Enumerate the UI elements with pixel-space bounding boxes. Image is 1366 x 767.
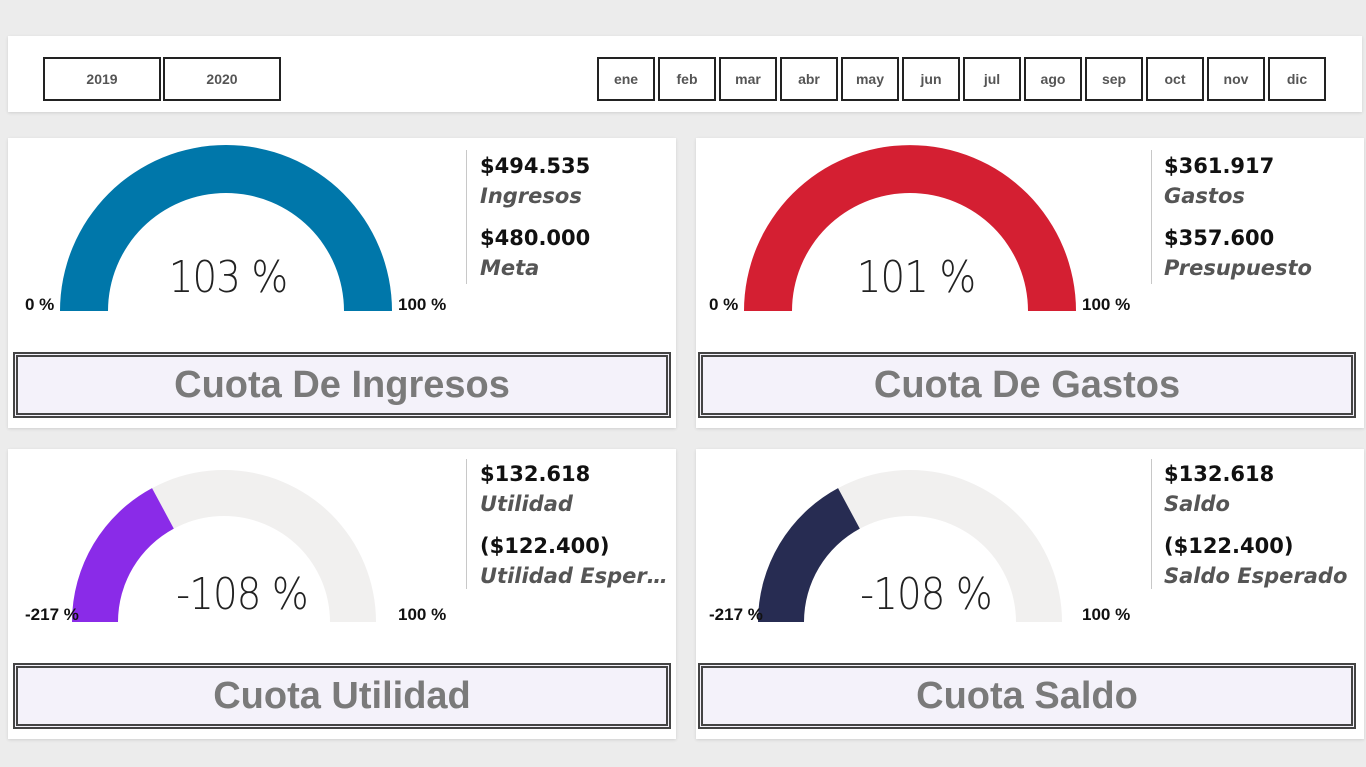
kpi-value-actual: $361.917 (1164, 154, 1275, 178)
kpi-block: $132.618 Utilidad ($122.400) Utilidad Es… (480, 459, 680, 591)
month-button-oct[interactable]: oct (1146, 57, 1204, 101)
month-button-sep[interactable]: sep (1085, 57, 1143, 101)
kpi-divider (1151, 459, 1152, 589)
year-button-2019[interactable]: 2019 (43, 57, 161, 101)
gauge-min-label: 0 % (25, 295, 55, 314)
gauge-max-label: 100 % (398, 295, 447, 314)
card-cuota-ingresos: 103 % 0 % 100 % $494.535 Ingresos $480.0… (8, 138, 676, 428)
year-button-2020[interactable]: 2020 (163, 57, 281, 101)
card-title-button[interactable]: Cuota De Ingresos (13, 352, 671, 418)
kpi-block: $361.917 Gastos $357.600 Presupuesto (1164, 151, 1364, 283)
gauge-max-label: 100 % (1082, 295, 1131, 314)
kpi-value-target: ($122.400) (1164, 534, 1294, 558)
gauge-fill (72, 488, 174, 622)
month-button-may[interactable]: may (841, 57, 899, 101)
kpi-label-actual: Ingresos (480, 184, 582, 208)
kpi-value-actual: $494.535 (480, 154, 591, 178)
gauge-max-label: 100 % (398, 605, 447, 624)
gauge-percent: 103 % (168, 252, 288, 303)
kpi-label-actual: Utilidad (480, 492, 573, 516)
kpi-block: $132.618 Saldo ($122.400) Saldo Esperado (1164, 459, 1364, 591)
card-cuota-saldo: -108 % -217 % 100 % $132.618 Saldo ($122… (696, 449, 1364, 739)
gauge-gastos (744, 145, 1076, 311)
gauge-min-label: -217 % (25, 605, 79, 624)
kpi-block: $494.535 Ingresos $480.000 Meta (480, 151, 680, 283)
kpi-value-target: $480.000 (480, 226, 591, 250)
gauge-percent: 101 % (856, 252, 976, 303)
gauge-fill (758, 488, 860, 622)
gauge-max-label: 100 % (1082, 605, 1131, 624)
date-filter-bar: 2019 2020 ene feb mar abr may jun jul ag… (8, 36, 1362, 112)
month-button-mar[interactable]: mar (719, 57, 777, 101)
kpi-value-actual: $132.618 (1164, 462, 1275, 486)
kpi-value-target: $357.600 (1164, 226, 1275, 250)
gauge-utilidad (72, 470, 376, 622)
card-cuota-utilidad: -108 % -217 % 100 % $132.618 Utilidad ($… (8, 449, 680, 739)
kpi-label-target: Meta (480, 256, 540, 280)
gauge-percent: -108 % (860, 569, 993, 620)
kpi-label-target: Utilidad Espera... (480, 564, 680, 588)
month-button-dic[interactable]: dic (1268, 57, 1326, 101)
kpi-value-actual: $132.618 (480, 462, 591, 486)
month-button-jun[interactable]: jun (902, 57, 960, 101)
month-button-nov[interactable]: nov (1207, 57, 1265, 101)
month-button-ene[interactable]: ene (597, 57, 655, 101)
kpi-label-target: Presupuesto (1164, 256, 1312, 280)
gauge-fill (744, 145, 1076, 311)
month-button-ago[interactable]: ago (1024, 57, 1082, 101)
gauge-fill (60, 145, 392, 311)
kpi-label-actual: Gastos (1164, 184, 1245, 208)
kpi-divider (466, 150, 467, 284)
card-cuota-gastos: 101 % 0 % 100 % $361.917 Gastos $357.600… (696, 138, 1364, 428)
gauge-min-label: 0 % (709, 295, 739, 314)
card-title-button[interactable]: Cuota Utilidad (13, 663, 671, 729)
gauge-percent: -108 % (176, 569, 309, 620)
kpi-value-target: ($122.400) (480, 534, 610, 558)
month-button-abr[interactable]: abr (780, 57, 838, 101)
kpi-label-actual: Saldo (1164, 492, 1230, 516)
month-button-jul[interactable]: jul (963, 57, 1021, 101)
kpi-divider (466, 459, 467, 589)
gauge-min-label: -217 % (709, 605, 763, 624)
kpi-divider (1151, 150, 1152, 284)
gauge-saldo (758, 470, 1062, 622)
kpi-label-target: Saldo Esperado (1164, 564, 1348, 588)
month-button-feb[interactable]: feb (658, 57, 716, 101)
card-title-button[interactable]: Cuota De Gastos (698, 352, 1356, 418)
gauge-ingresos (60, 145, 392, 311)
card-title-button[interactable]: Cuota Saldo (698, 663, 1356, 729)
